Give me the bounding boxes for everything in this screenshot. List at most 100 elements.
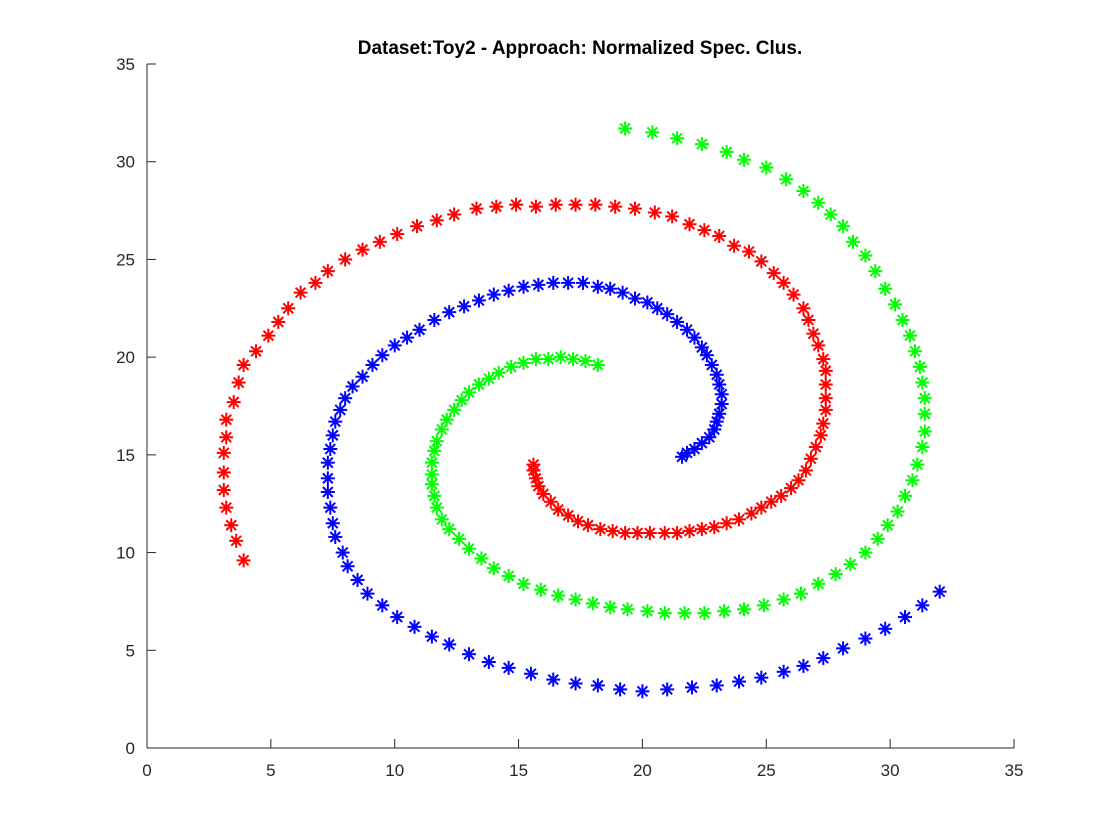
- data-point: [365, 357, 380, 372]
- data-point: [224, 518, 239, 533]
- data-point: [323, 500, 338, 515]
- y-axis-ticks: 0 5 10 15 20 25 30 35: [116, 55, 156, 758]
- data-point: [504, 359, 519, 374]
- data-point: [486, 287, 501, 302]
- chart-title: Dataset:Toy2 - Approach: Normalized Spec…: [358, 38, 802, 59]
- data-point: [219, 412, 234, 427]
- data-point: [271, 314, 286, 329]
- data-point: [786, 287, 801, 302]
- data-point: [320, 264, 335, 279]
- series-1: [216, 197, 833, 568]
- data-point: [429, 213, 444, 228]
- data-point: [670, 526, 685, 541]
- data-point: [707, 422, 722, 437]
- data-point: [784, 481, 799, 496]
- y-tick-label: 0: [126, 739, 135, 758]
- data-point: [390, 227, 405, 242]
- series-3: [424, 121, 932, 621]
- data-point: [754, 670, 769, 685]
- data-point: [640, 295, 655, 310]
- data-point: [816, 416, 831, 431]
- data-point: [447, 402, 462, 417]
- data-point: [526, 457, 541, 472]
- data-point: [226, 395, 241, 410]
- data-point: [360, 586, 375, 601]
- data-point: [828, 567, 843, 582]
- data-point: [412, 322, 427, 337]
- data-point: [509, 197, 524, 212]
- data-point: [675, 449, 690, 464]
- data-point: [328, 414, 343, 429]
- data-point: [400, 330, 415, 345]
- data-point: [593, 522, 608, 537]
- data-point: [571, 514, 586, 529]
- data-point: [578, 354, 593, 369]
- data-point: [823, 207, 838, 222]
- data-point: [618, 121, 633, 136]
- data-point: [915, 375, 930, 390]
- data-point: [895, 313, 910, 328]
- data-point: [878, 621, 893, 636]
- data-point: [727, 238, 742, 253]
- data-point: [818, 391, 833, 406]
- data-point: [429, 500, 444, 515]
- data-point: [732, 674, 747, 689]
- data-point: [350, 572, 365, 587]
- data-point: [635, 684, 650, 699]
- x-tick-label: 25: [757, 761, 776, 780]
- data-point: [912, 359, 927, 374]
- data-point: [836, 641, 851, 656]
- data-point: [590, 357, 605, 372]
- data-point: [890, 504, 905, 519]
- data-point: [694, 436, 709, 451]
- data-point: [613, 682, 628, 697]
- data-point: [670, 131, 685, 146]
- data-point: [429, 434, 444, 449]
- data-point: [338, 391, 353, 406]
- data-point: [615, 285, 630, 300]
- x-tick-label: 15: [509, 761, 528, 780]
- data-point: [474, 551, 489, 566]
- data-point: [605, 524, 620, 539]
- data-point: [528, 352, 543, 367]
- data-point: [870, 531, 885, 546]
- data-point: [776, 664, 791, 679]
- axes: [146, 64, 1014, 749]
- data-point: [424, 455, 439, 470]
- data-point: [766, 266, 781, 281]
- data-point: [736, 152, 751, 167]
- data-point: [645, 125, 660, 140]
- data-point: [880, 518, 895, 533]
- data-point: [776, 275, 791, 290]
- data-point: [427, 443, 442, 458]
- data-point: [709, 678, 724, 693]
- data-point: [868, 264, 883, 279]
- data-point: [320, 484, 335, 499]
- data-point: [546, 672, 561, 687]
- data-point: [627, 201, 642, 216]
- data-point: [816, 651, 831, 666]
- data-point: [719, 516, 734, 531]
- data-point: [898, 610, 913, 625]
- x-tick-label: 0: [142, 761, 151, 780]
- data-point: [917, 406, 932, 421]
- data-point: [915, 598, 930, 613]
- data-point: [486, 561, 501, 576]
- data-point: [308, 275, 323, 290]
- data-point: [236, 553, 251, 568]
- series-2: [320, 275, 947, 699]
- data-points: [216, 121, 947, 699]
- data-point: [568, 197, 583, 212]
- data-point: [660, 682, 675, 697]
- data-point: [439, 412, 454, 427]
- x-tick-label: 5: [266, 761, 275, 780]
- data-point: [709, 367, 724, 382]
- data-point: [590, 279, 605, 294]
- data-point: [531, 277, 546, 292]
- data-point: [744, 506, 759, 521]
- y-tick-label: 30: [116, 153, 135, 172]
- data-point: [699, 348, 714, 363]
- data-point: [442, 522, 457, 537]
- data-point: [229, 533, 244, 548]
- data-point: [424, 629, 439, 644]
